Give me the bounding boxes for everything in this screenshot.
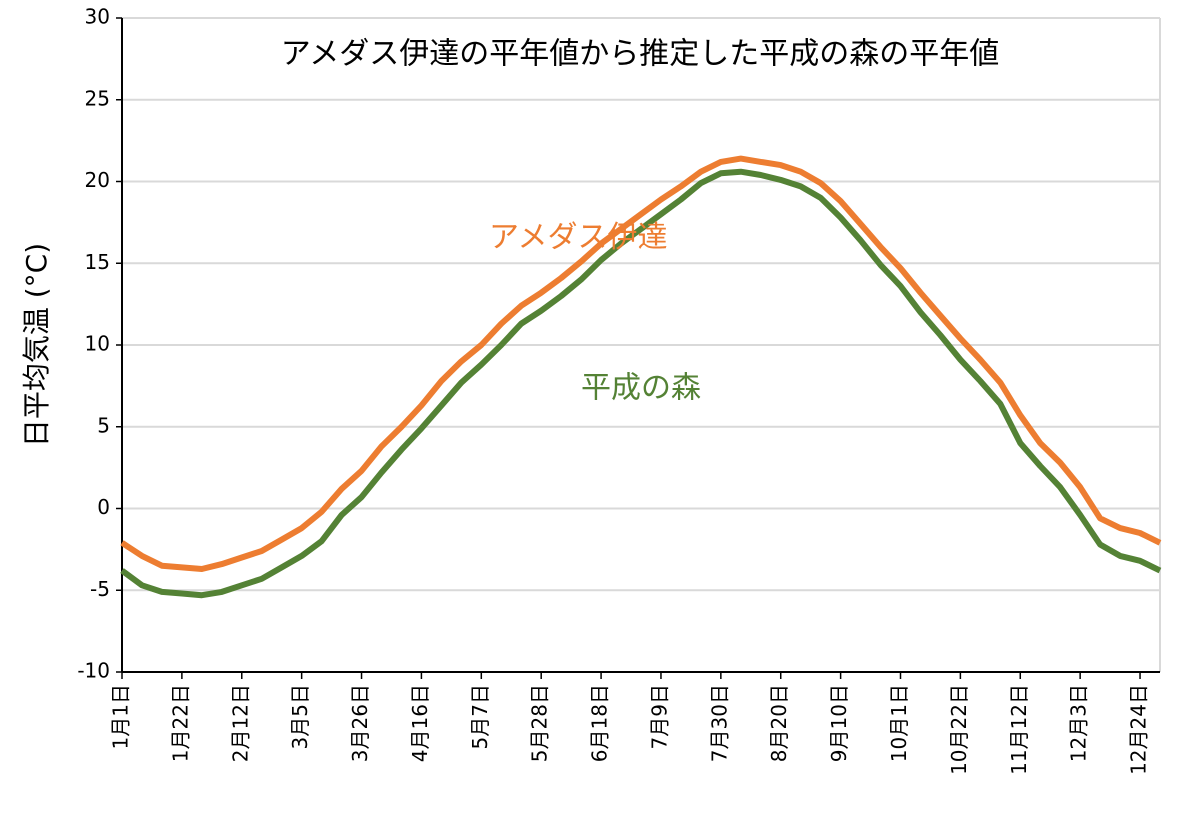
y-tick-label: 30	[85, 5, 110, 29]
x-tick-label: 10月1日	[887, 684, 911, 762]
x-tick-label: 8月20日	[767, 684, 791, 762]
y-tick-label: -10	[77, 659, 110, 683]
x-tick-label: 3月26日	[348, 684, 372, 762]
x-tick-label: 4月16日	[408, 684, 432, 762]
y-tick-label: -5	[90, 577, 110, 601]
y-tick-label: 15	[85, 250, 110, 274]
y-axis-label: 日平均気温 (°C)	[20, 243, 53, 447]
annotation: アメダス伊達	[489, 220, 668, 255]
x-tick-label: 9月10日	[827, 684, 851, 762]
y-tick-label: 20	[85, 168, 110, 192]
x-tick-label: 11月12日	[1007, 684, 1031, 775]
x-tick-label: 6月18日	[588, 684, 612, 762]
x-tick-label: 1月22日	[168, 684, 192, 762]
x-tick-label: 5月28日	[528, 684, 552, 762]
x-tick-label: 7月30日	[707, 684, 731, 762]
x-tick-label: 1月1日	[109, 684, 133, 749]
y-tick-label: 5	[97, 413, 110, 437]
x-tick-label: 2月12日	[228, 684, 252, 762]
line-series	[120, 168, 1162, 599]
x-tick-label: 3月5日	[288, 684, 312, 749]
annotation: 平成の森	[581, 371, 701, 406]
x-tick-label: 7月9日	[647, 684, 671, 749]
line-series	[120, 155, 1162, 572]
title-box	[205, 30, 1075, 80]
y-tick-label: 10	[85, 332, 110, 356]
chart-title: アメダス伊達の平年値から推定した平成の森の平年値	[281, 37, 1000, 72]
x-tick-label: 5月7日	[468, 684, 492, 749]
x-tick-label: 12月3日	[1067, 684, 1091, 762]
x-tick-label: 12月24日	[1127, 684, 1151, 775]
y-tick-label: 25	[85, 86, 110, 110]
x-tick-label: 10月22日	[947, 684, 971, 775]
y-tick-label: 0	[97, 495, 110, 519]
